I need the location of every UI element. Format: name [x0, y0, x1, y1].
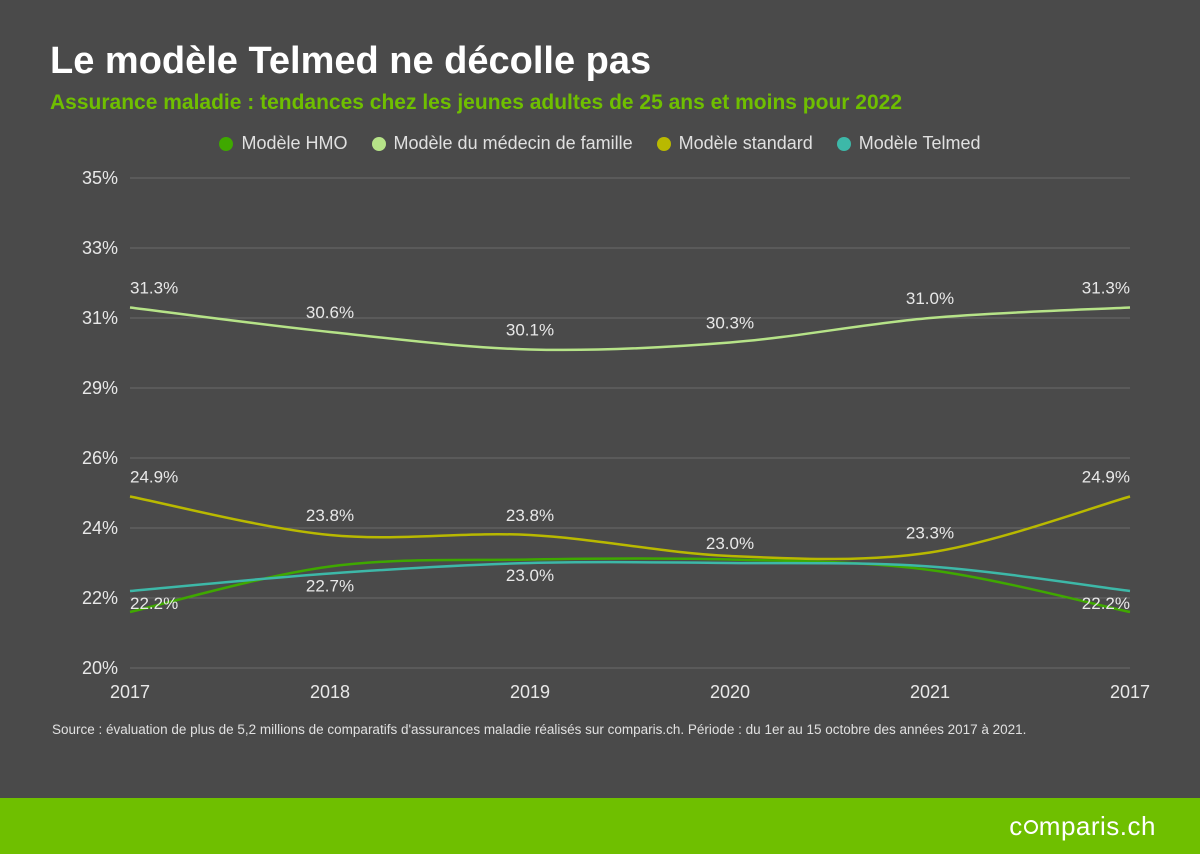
y-axis-label: 29%	[82, 378, 118, 398]
data-label: 30.3%	[706, 314, 754, 333]
chart-area: 20% 22% 24% 26% 29% 31% 33% 35% 2017 2018 2019 2020…	[50, 158, 1150, 718]
y-axis-label: 24%	[82, 518, 118, 538]
brand-logo: c mparis.ch	[1009, 811, 1156, 842]
chart-subtitle: Assurance maladie : tendances chez les j…	[50, 91, 1150, 115]
x-axis-label: 2020	[710, 682, 750, 702]
x-axis-label: 2017	[1110, 682, 1150, 702]
x-axis-label: 2019	[510, 682, 550, 702]
data-label: 23.0%	[706, 534, 754, 553]
x-axis-label: 2021	[910, 682, 950, 702]
data-label: 23.0%	[506, 566, 554, 585]
x-axis-label: 2018	[310, 682, 350, 702]
legend-dot-icon	[372, 137, 386, 151]
series-line	[130, 562, 1130, 591]
data-label: 22.2%	[130, 594, 178, 613]
y-axis-label: 20%	[82, 658, 118, 678]
brand-o-icon	[1024, 820, 1038, 834]
y-axis-label: 33%	[82, 238, 118, 258]
data-label: 23.8%	[306, 506, 354, 525]
legend-label: Modèle standard	[679, 133, 813, 154]
legend-item: Modèle HMO	[219, 133, 347, 154]
data-label: 31.3%	[1082, 279, 1130, 298]
legend-item: Modèle Telmed	[837, 133, 981, 154]
data-label: 31.0%	[906, 289, 954, 308]
data-label: 24.9%	[1082, 468, 1130, 487]
brand-suffix: mparis.ch	[1039, 811, 1156, 842]
source-text: Source : évaluation de plus de 5,2 milli…	[50, 722, 1150, 737]
legend-dot-icon	[219, 137, 233, 151]
legend: Modèle HMO Modèle du médecin de famille Mo…	[50, 133, 1150, 154]
y-axis-label: 22%	[82, 588, 118, 608]
data-label: 31.3%	[130, 279, 178, 298]
data-label: 22.7%	[306, 577, 354, 596]
series-line	[130, 308, 1130, 350]
data-label: 23.3%	[906, 524, 954, 543]
chart-title: Le modèle Telmed ne décolle pas	[50, 40, 1150, 83]
data-label: 22.2%	[1082, 594, 1130, 613]
chart-svg: 20% 22% 24% 26% 29% 31% 33% 35% 2017 2018 2019 2020…	[50, 158, 1150, 718]
legend-item: Modèle standard	[657, 133, 813, 154]
data-label: 30.1%	[506, 321, 554, 340]
legend-dot-icon	[657, 137, 671, 151]
y-axis-label: 31%	[82, 308, 118, 328]
legend-label: Modèle HMO	[241, 133, 347, 154]
data-label: 24.9%	[130, 468, 178, 487]
legend-item: Modèle du médecin de famille	[372, 133, 633, 154]
brand-prefix: c	[1009, 811, 1023, 842]
legend-label: Modèle du médecin de famille	[394, 133, 633, 154]
footer-bar: c mparis.ch	[0, 798, 1200, 854]
y-axis-label: 35%	[82, 168, 118, 188]
y-axis-label: 26%	[82, 448, 118, 468]
x-axis-label: 2017	[110, 682, 150, 702]
series-line	[130, 558, 1130, 612]
data-label: 30.6%	[306, 303, 354, 322]
legend-dot-icon	[837, 137, 851, 151]
data-label: 23.8%	[506, 506, 554, 525]
legend-label: Modèle Telmed	[859, 133, 981, 154]
